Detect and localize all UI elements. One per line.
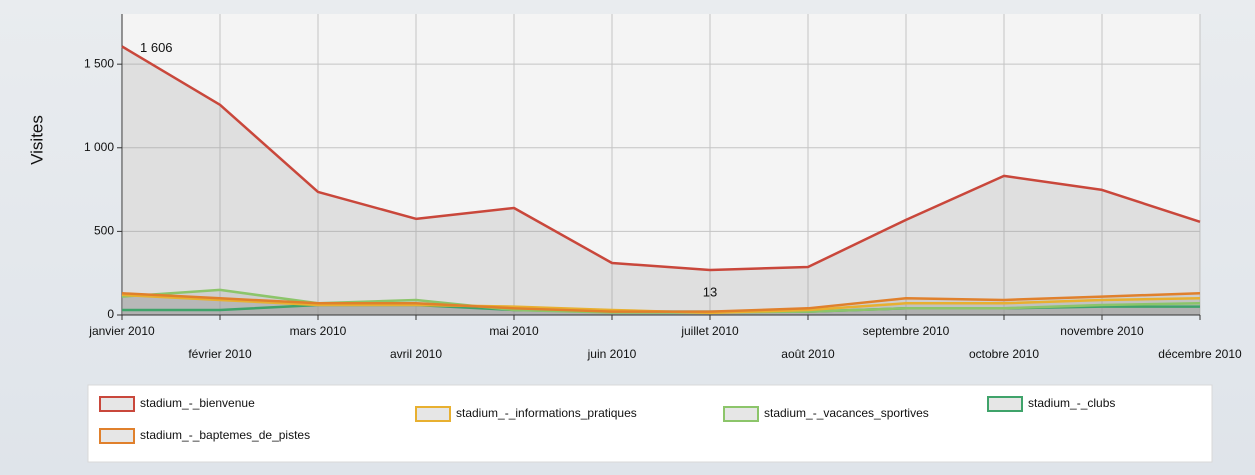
- legend-swatch: [723, 406, 759, 422]
- legend-swatch: [99, 396, 135, 412]
- x-tick-label: novembre 2010: [1060, 324, 1144, 338]
- y-tick-label: 500: [94, 224, 114, 238]
- x-tick-label: avril 2010: [390, 347, 442, 361]
- legend-label: stadium_-_baptemes_de_pistes: [140, 428, 310, 442]
- x-tick-label: mars 2010: [290, 324, 347, 338]
- legend-label: stadium_-_bienvenue: [140, 396, 255, 410]
- legend-swatch: [99, 428, 135, 444]
- line: [121, 292, 1201, 313]
- x-tick-label: août 2010: [781, 347, 835, 361]
- legend-label: stadium_-_vacances_sportives: [764, 406, 929, 420]
- x-tick-label: février 2010: [188, 347, 252, 361]
- value-label: 1 606: [140, 40, 173, 55]
- area: [122, 304, 1200, 315]
- x-tick-label: mai 2010: [489, 324, 539, 338]
- x-tick-label: juin 2010: [587, 347, 637, 361]
- legend-label: stadium_-_clubs: [1028, 396, 1115, 410]
- line: [121, 45, 1201, 272]
- x-tick-label: janvier 2010: [88, 324, 155, 338]
- legend-swatch: [415, 406, 451, 422]
- x-tick-label: décembre 2010: [1158, 347, 1242, 361]
- x-tick-label: septembre 2010: [863, 324, 950, 338]
- y-axis-label: Visites: [27, 115, 46, 165]
- legend-label: stadium_-_informations_pratiques: [456, 406, 637, 420]
- area: [122, 46, 1200, 316]
- y-tick-label: 1 000: [84, 140, 114, 154]
- legend-box: [87, 384, 1213, 463]
- value-label: 13: [703, 284, 717, 299]
- y-tick-label: 0: [107, 307, 114, 321]
- x-tick-label: juillet 2010: [680, 324, 739, 338]
- area: [122, 294, 1200, 315]
- y-tick-label: 1 500: [84, 56, 114, 70]
- x-tick-label: octobre 2010: [969, 347, 1039, 361]
- legend-swatch: [987, 396, 1023, 412]
